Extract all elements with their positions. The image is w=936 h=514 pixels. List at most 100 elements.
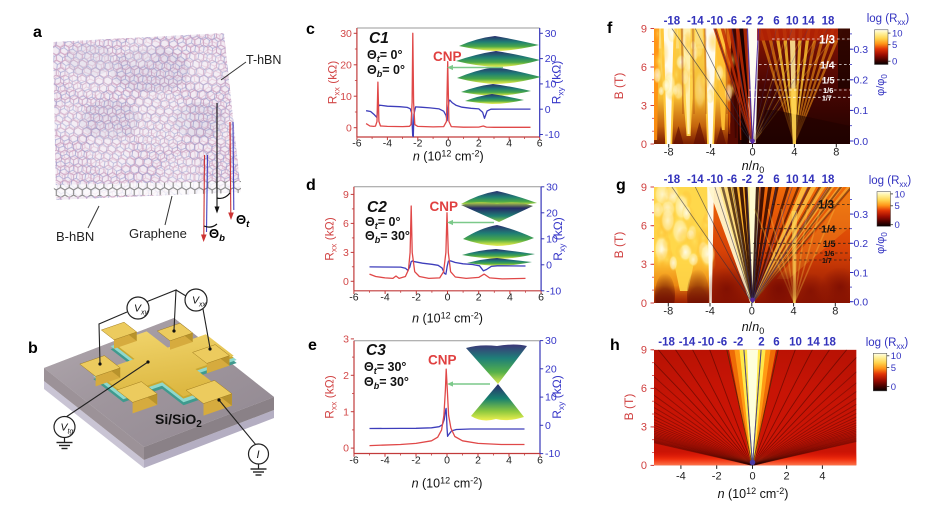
- svg-text:-6: -6: [352, 138, 361, 150]
- svg-text:10: 10: [545, 79, 557, 91]
- svg-text:6: 6: [641, 383, 647, 395]
- svg-text:9: 9: [641, 23, 647, 35]
- svg-text:1/5: 1/5: [823, 239, 836, 249]
- svg-text:6: 6: [773, 16, 779, 28]
- svg-text:-10: -10: [546, 285, 561, 297]
- svg-text:-6: -6: [727, 16, 737, 28]
- svg-text:0.2: 0.2: [854, 75, 869, 87]
- svg-text:-18: -18: [664, 16, 681, 28]
- svg-text:0.0: 0.0: [854, 136, 869, 148]
- svg-text:5: 5: [892, 40, 897, 51]
- svg-text:n (1012 cm-2): n (1012 cm-2): [412, 311, 483, 326]
- svg-text:Θt= 30°: Θt= 30°: [364, 360, 406, 376]
- svg-text:-14: -14: [687, 174, 704, 186]
- svg-text:18: 18: [823, 337, 836, 349]
- svg-text:0: 0: [749, 306, 755, 318]
- svg-text:C3: C3: [366, 342, 386, 359]
- svg-text:10: 10: [545, 392, 557, 404]
- svg-text:-14: -14: [687, 16, 704, 28]
- svg-text:10: 10: [891, 351, 902, 362]
- svg-text:b: b: [28, 340, 38, 357]
- svg-text:f: f: [607, 20, 613, 37]
- svg-text:2: 2: [343, 370, 349, 382]
- svg-text:0: 0: [895, 220, 900, 231]
- svg-text:Θb= 30°: Θb= 30°: [364, 375, 409, 391]
- svg-text:-18: -18: [658, 337, 675, 349]
- svg-text:Rxy (kΩ): Rxy (kΩ): [550, 61, 566, 104]
- svg-text:I: I: [257, 449, 260, 461]
- svg-text:CNP: CNP: [428, 353, 457, 368]
- svg-text:Θt= 0°: Θt= 0°: [365, 215, 400, 231]
- svg-text:Graphene: Graphene: [129, 226, 187, 241]
- svg-text:6: 6: [641, 62, 647, 74]
- svg-text:-4: -4: [706, 147, 716, 159]
- svg-text:Θt: Θt: [236, 212, 250, 230]
- svg-text:-10: -10: [545, 448, 560, 460]
- svg-text:-2: -2: [742, 16, 752, 28]
- svg-text:B (T): B (T): [612, 232, 626, 259]
- svg-text:0: 0: [641, 298, 647, 310]
- svg-text:0: 0: [892, 57, 897, 68]
- svg-text:10: 10: [786, 174, 799, 186]
- svg-text:4: 4: [507, 292, 513, 304]
- svg-text:CNP: CNP: [433, 49, 462, 64]
- svg-text:Rxy (kΩ): Rxy (kΩ): [551, 217, 567, 260]
- svg-text:8: 8: [833, 147, 839, 159]
- svg-text:-2: -2: [413, 138, 422, 150]
- svg-text:-2: -2: [411, 455, 420, 467]
- svg-text:1/4: 1/4: [821, 224, 836, 236]
- svg-text:0: 0: [343, 443, 349, 455]
- svg-text:1/3: 1/3: [818, 200, 834, 212]
- svg-text:0: 0: [545, 104, 551, 116]
- svg-text:-6: -6: [717, 337, 727, 349]
- svg-text:-14: -14: [679, 337, 696, 349]
- svg-text:6: 6: [641, 221, 647, 233]
- svg-text:Si/SiO2: Si/SiO2: [155, 411, 202, 430]
- svg-text:-2: -2: [712, 471, 722, 483]
- svg-text:6: 6: [538, 292, 544, 304]
- svg-text:log (Rxx): log (Rxx): [867, 13, 910, 27]
- svg-text:B-hBN: B-hBN: [56, 229, 94, 244]
- svg-text:6: 6: [773, 337, 779, 349]
- svg-text:10: 10: [892, 29, 903, 40]
- svg-text:10: 10: [786, 16, 799, 28]
- svg-text:-8: -8: [663, 306, 673, 318]
- svg-text:2: 2: [757, 174, 763, 186]
- svg-text:n (1012 cm-2): n (1012 cm-2): [412, 476, 483, 491]
- svg-text:n (1012 cm-2): n (1012 cm-2): [413, 149, 484, 164]
- svg-text:14: 14: [802, 16, 815, 28]
- svg-text:-10: -10: [545, 129, 560, 141]
- svg-text:0: 0: [346, 122, 352, 134]
- svg-text:0: 0: [891, 382, 896, 393]
- svg-text:-10: -10: [707, 174, 724, 186]
- svg-text:0: 0: [641, 139, 647, 151]
- svg-text:0: 0: [444, 455, 450, 467]
- svg-text:4: 4: [506, 138, 512, 150]
- svg-text:-2: -2: [742, 174, 752, 186]
- svg-text:4: 4: [506, 455, 512, 467]
- svg-text:e: e: [308, 337, 317, 354]
- svg-text:Θb: Θb: [209, 226, 225, 244]
- svg-text:14: 14: [807, 337, 820, 349]
- svg-text:-4: -4: [676, 471, 686, 483]
- svg-text:log (Rxx): log (Rxx): [866, 337, 909, 351]
- svg-text:0.2: 0.2: [854, 238, 869, 250]
- svg-text:10: 10: [340, 91, 352, 103]
- svg-text:Rxx (kΩ): Rxx (kΩ): [322, 217, 338, 260]
- svg-text:1/3: 1/3: [819, 35, 835, 47]
- svg-text:1/4: 1/4: [820, 60, 835, 72]
- svg-text:10: 10: [789, 337, 802, 349]
- svg-text:0.1: 0.1: [854, 105, 869, 117]
- svg-text:1/7: 1/7: [822, 258, 832, 265]
- svg-text:1/7: 1/7: [822, 96, 832, 103]
- svg-text:10: 10: [546, 233, 558, 245]
- svg-text:h: h: [610, 337, 620, 354]
- svg-text:5: 5: [891, 363, 896, 374]
- svg-text:6: 6: [773, 174, 779, 186]
- svg-text:20: 20: [340, 59, 352, 71]
- svg-text:6: 6: [343, 218, 349, 230]
- svg-text:30: 30: [546, 181, 558, 193]
- svg-text:3: 3: [641, 100, 647, 112]
- svg-text:C1: C1: [369, 30, 389, 47]
- svg-text:-6: -6: [727, 174, 737, 186]
